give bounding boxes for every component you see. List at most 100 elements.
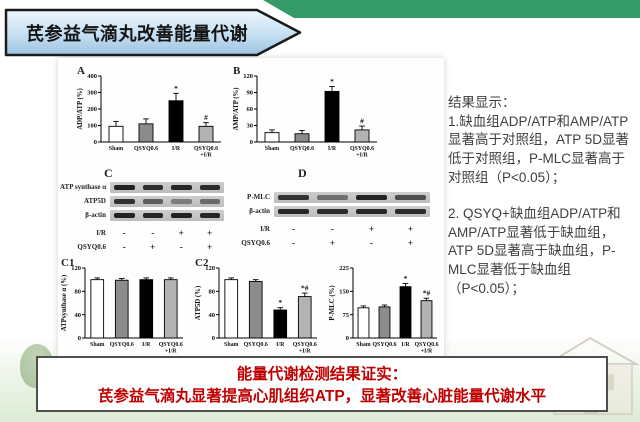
svg-text:QSYQ0.6: QSYQ0.6 bbox=[134, 146, 158, 152]
treatment-sign: - bbox=[292, 224, 295, 234]
svg-text:+I/R: +I/R bbox=[421, 349, 433, 355]
svg-text:120: 120 bbox=[243, 73, 253, 80]
blot-band bbox=[356, 208, 387, 214]
svg-text:*#: *# bbox=[301, 284, 309, 293]
svg-text:300: 300 bbox=[87, 90, 97, 97]
treatment-sign: + bbox=[407, 238, 414, 248]
blot-band bbox=[278, 208, 309, 214]
svg-text:0: 0 bbox=[78, 335, 81, 342]
blot-band bbox=[356, 194, 387, 200]
svg-text:Sham: Sham bbox=[265, 146, 279, 152]
svg-text:*#: *# bbox=[423, 289, 431, 298]
svg-text:I/R: I/R bbox=[172, 146, 181, 152]
blot-band bbox=[395, 194, 426, 200]
title-banner: 芪参益气滴丸改善能量代谢 bbox=[4, 8, 304, 57]
blot-band-label: ATP synthase α bbox=[60, 183, 107, 191]
blot-band bbox=[142, 184, 163, 190]
figure-panel: A 0 100 200 300 400 ADP/ATP (%) Sham QSYQ0.6 * I/R… bbox=[58, 58, 444, 366]
svg-text:200: 200 bbox=[87, 106, 97, 113]
svg-text:QSYQ0.6: QSYQ0.6 bbox=[414, 342, 438, 348]
treatment-label: QSYQ0.6 bbox=[241, 239, 270, 247]
results-heading: 结果显示： bbox=[448, 95, 516, 110]
top-green-band bbox=[263, 0, 640, 18]
treatment-sign: - bbox=[122, 242, 126, 252]
svg-text:QSYQ0.6: QSYQ0.6 bbox=[159, 342, 183, 348]
svg-text:#: # bbox=[204, 113, 208, 122]
svg-text:0: 0 bbox=[346, 335, 349, 342]
svg-text:40: 40 bbox=[75, 312, 82, 319]
chart-adp-atp: A 0 100 200 300 400 ADP/ATP (%) Sham QSYQ0.6 * I/R… bbox=[74, 62, 226, 168]
banner-arrow-shape bbox=[4, 8, 302, 57]
blot-band bbox=[199, 184, 220, 190]
blot-band bbox=[278, 194, 309, 200]
svg-text:Sham: Sham bbox=[356, 342, 370, 348]
svg-text:ATPsynthase α (%): ATPsynthase α (%) bbox=[61, 275, 68, 332]
svg-text:I/R: I/R bbox=[276, 342, 285, 348]
svg-text:QSYQ0.6: QSYQ0.6 bbox=[244, 342, 268, 348]
svg-text:A: A bbox=[77, 65, 85, 77]
blot-panel-label: C bbox=[104, 166, 113, 180]
treatment-sign: - bbox=[370, 238, 373, 248]
treatment-sign: + bbox=[368, 224, 375, 234]
blot-band-strip bbox=[110, 209, 224, 221]
blot-band bbox=[199, 198, 220, 204]
blot-band-strip bbox=[274, 191, 430, 203]
svg-text:I/R: I/R bbox=[401, 342, 410, 348]
svg-text:+I/R: +I/R bbox=[200, 153, 212, 159]
svg-text:C2: C2 bbox=[195, 257, 209, 269]
svg-text:+I/R: +I/R bbox=[299, 349, 311, 355]
svg-text:120: 120 bbox=[205, 265, 215, 272]
svg-text:C1: C1 bbox=[61, 257, 74, 269]
svg-text:150: 150 bbox=[339, 289, 349, 296]
svg-text:QSYQ0.6: QSYQ0.6 bbox=[350, 146, 374, 152]
svg-text:AMP/ATP (%): AMP/ATP (%) bbox=[233, 87, 240, 130]
svg-text:60: 60 bbox=[247, 106, 254, 113]
svg-text:*: * bbox=[174, 84, 178, 93]
blot-band-strip bbox=[110, 195, 224, 207]
svg-text:Sham: Sham bbox=[109, 146, 123, 152]
blot-band-label: β-actin bbox=[249, 207, 270, 215]
blot-band bbox=[171, 184, 192, 190]
svg-text:#: # bbox=[360, 117, 364, 126]
results-text-block: 结果显示： 1.缺血组ADP/ATP和AMP/ATP显著高于对照组，ATP 5D… bbox=[448, 94, 635, 316]
conclusion-line-1: 能量代谢检测结果证实： bbox=[236, 366, 408, 383]
svg-text:+I/R: +I/R bbox=[165, 349, 177, 355]
svg-text:0: 0 bbox=[94, 139, 97, 146]
chart-atp5d: C2 0 40 80 120 ATP5D (%) Sham QSYQ0.6 * I/R *# QSYQ… bbox=[192, 254, 322, 364]
treatment-sign: - bbox=[292, 238, 295, 248]
blot-band bbox=[114, 212, 135, 218]
svg-text:80: 80 bbox=[75, 289, 82, 296]
svg-text:*: * bbox=[404, 274, 408, 283]
western-blot-p-mlc: D P-MLC β-actin I/R - - + + QSYQ0.6 - + - + bbox=[240, 166, 440, 252]
blot-band bbox=[317, 194, 348, 200]
svg-text:*: * bbox=[278, 298, 282, 307]
svg-text:0: 0 bbox=[212, 335, 215, 342]
svg-text:I/R: I/R bbox=[142, 342, 151, 348]
blot-band bbox=[199, 212, 220, 218]
blot-band bbox=[114, 184, 135, 190]
svg-text:ATP5D (%): ATP5D (%) bbox=[195, 286, 202, 320]
svg-text:I/R: I/R bbox=[328, 146, 337, 152]
results-paragraph-2: 2. QSYQ+缺血组ADP/ATP和AMP/ATP显著低于缺血组，ATP 5D… bbox=[448, 205, 635, 298]
blot-band bbox=[114, 198, 135, 204]
svg-text:120: 120 bbox=[71, 265, 81, 272]
treatment-sign: + bbox=[207, 228, 213, 238]
svg-text:90: 90 bbox=[247, 90, 254, 97]
svg-text:80: 80 bbox=[209, 289, 216, 296]
treatment-label: I/R bbox=[96, 229, 106, 237]
svg-text:QSYQ0.6: QSYQ0.6 bbox=[110, 342, 134, 348]
svg-text:Sham: Sham bbox=[90, 342, 104, 348]
blot-band-strip bbox=[274, 205, 430, 217]
svg-text:100: 100 bbox=[87, 123, 97, 130]
blot-band-label: P-MLC bbox=[247, 193, 270, 201]
chart-amp-atp: B 0 30 60 90 120 AMP/ATP (%) Sham QSYQ0.6 * I/R # QS… bbox=[230, 62, 382, 168]
blot-band-label: ATP5D bbox=[83, 197, 106, 205]
svg-text:30: 30 bbox=[247, 123, 254, 130]
svg-text:40: 40 bbox=[209, 312, 216, 319]
svg-text:+I/R: +I/R bbox=[356, 153, 368, 159]
svg-text:Sham: Sham bbox=[224, 342, 238, 348]
svg-text:QSYQ0.6: QSYQ0.6 bbox=[372, 342, 396, 348]
results-paragraph-1: 结果显示： 1.缺血组ADP/ATP和AMP/ATP显著高于对照组，ATP 5D… bbox=[448, 94, 635, 187]
chart-atp-synthase: C1 0 40 80 120 ATPsynthase α (%) Sham QSYQ0.6 I/… bbox=[58, 254, 188, 364]
